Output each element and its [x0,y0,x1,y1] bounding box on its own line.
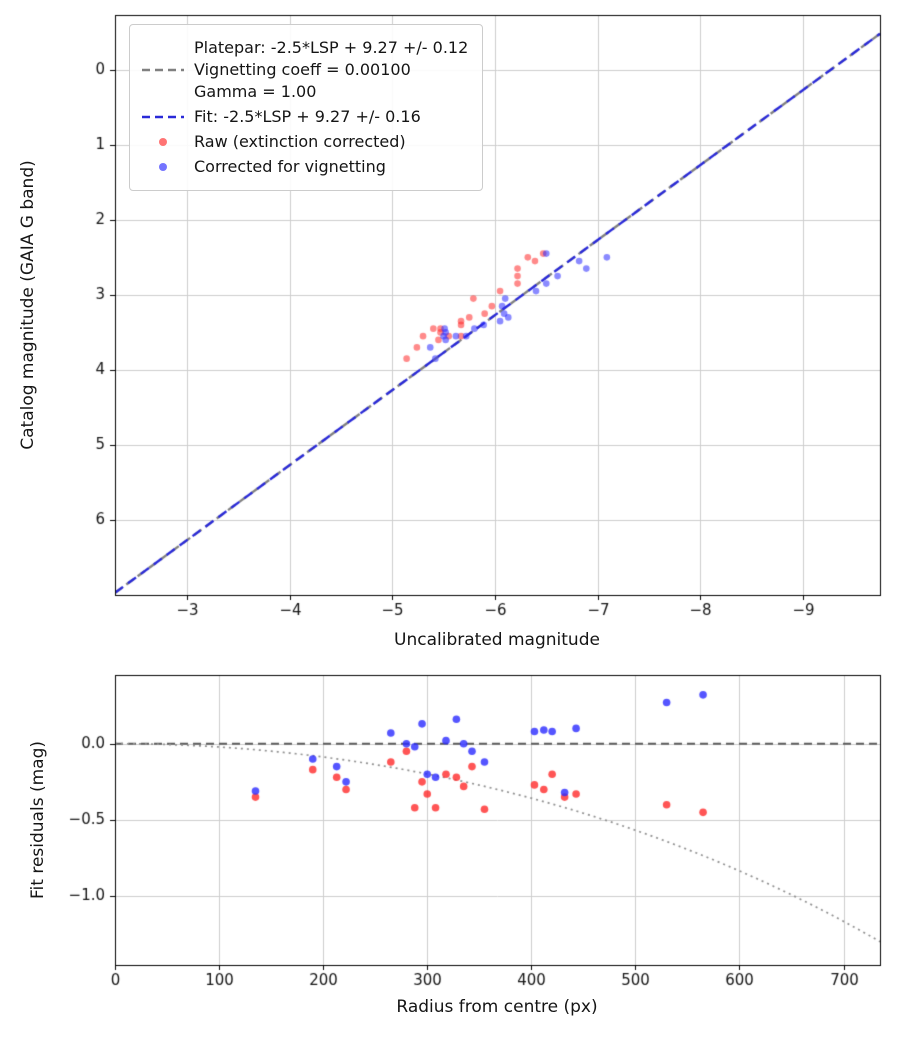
fit-dashed-line-swatch [140,109,186,125]
raw-dot-swatch [140,135,186,149]
legend-label-line: Raw (extinction corrected) [194,132,406,151]
legend-entry-corrected: Corrected for vignetting [140,156,468,178]
corrected-dot-swatch [140,160,186,174]
legend-entry-platepar: Platepar: -2.5*LSP + 9.27 +/- 0.12 Vigne… [140,37,468,103]
legend-entry-raw: Raw (extinction corrected) [140,131,468,153]
legend-label-raw: Raw (extinction corrected) [194,131,406,153]
legend-label-fit: Fit: -2.5*LSP + 9.27 +/- 0.16 [194,106,421,128]
top-plot-ylabel: Catalog magnitude (GAIA G band) [18,160,38,450]
dot-icon [159,163,167,171]
top-plot-xlabel: Uncalibrated magnitude [394,630,600,650]
legend-label-corrected: Corrected for vignetting [194,156,386,178]
legend-label-platepar: Platepar: -2.5*LSP + 9.27 +/- 0.12 Vigne… [194,37,468,103]
platepar-dashed-line-swatch [140,62,186,78]
bottom-plot-ylabel: Fit residuals (mag) [28,741,48,899]
legend-label-line: Gamma = 1.00 [194,82,317,101]
legend-label-line: Vignetting coeff = 0.00100 [194,60,411,79]
dashed-line-icon [142,68,184,72]
dot-icon [159,138,167,146]
bottom-plot-xlabel: Radius from centre (px) [396,997,598,1017]
legend-label-line: Fit: -2.5*LSP + 9.27 +/- 0.16 [194,107,421,126]
legend: Platepar: -2.5*LSP + 9.27 +/- 0.12 Vigne… [129,24,484,191]
legend-label-line: Platepar: -2.5*LSP + 9.27 +/- 0.12 [194,38,469,57]
legend-label-line: Corrected for vignetting [194,157,386,176]
dashed-line-icon [142,115,184,119]
legend-entry-fit: Fit: -2.5*LSP + 9.27 +/- 0.16 [140,106,468,128]
